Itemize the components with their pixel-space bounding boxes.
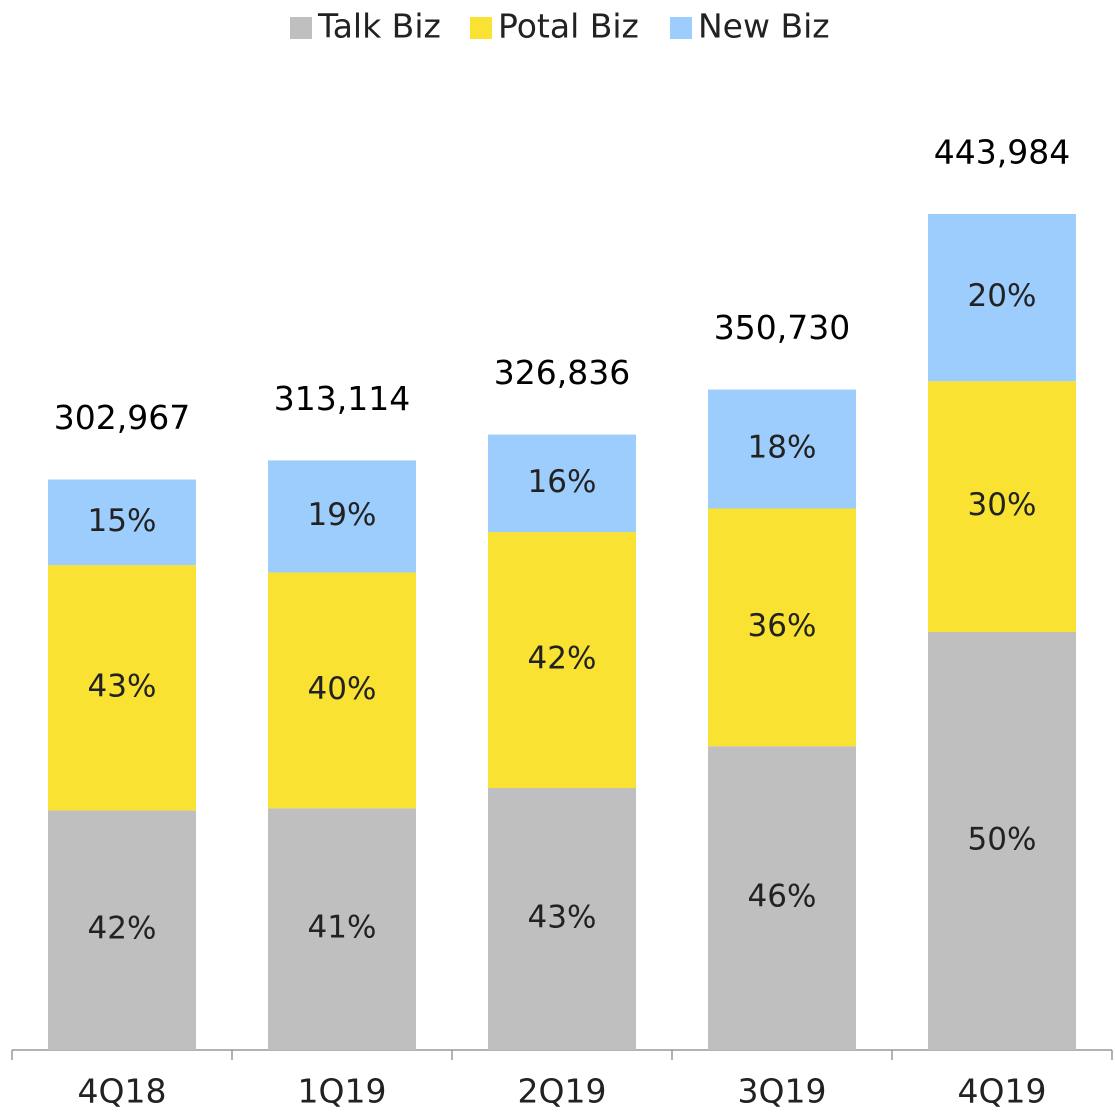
segment-label: 36% [748,608,817,644]
segment-label: 42% [528,641,597,677]
segment-label: 16% [528,464,597,500]
legend-label: Potal Biz [498,7,639,46]
x-tick-label: 1Q19 [298,1072,387,1111]
total-label: 326,836 [494,353,630,392]
total-label: 302,967 [54,398,190,437]
bar-segment [708,389,856,509]
total-label: 350,730 [714,308,850,347]
bar-segment [488,787,636,1050]
segment-label: 50% [968,822,1037,858]
bar-segment [928,632,1076,1050]
bar-segment [48,479,196,566]
bar-segment [708,746,856,1050]
segment-label: 41% [308,910,377,946]
legend-swatch [670,17,692,39]
x-tick-label: 4Q19 [958,1072,1047,1111]
bar-segment [928,381,1076,632]
segment-label: 43% [88,668,157,704]
segment-label: 43% [528,899,597,935]
segment-label: 20% [968,278,1037,314]
bar-segment [928,214,1076,382]
x-tick-label: 3Q19 [738,1072,827,1111]
x-tick-label: 2Q19 [518,1072,607,1111]
legend-label: Talk Biz [317,7,441,46]
segment-label: 46% [748,879,817,915]
bar-segment [48,565,196,811]
segment-label: 42% [88,911,157,947]
segment-label: 15% [88,503,157,539]
segment-label: 40% [308,671,377,707]
bar-segment [268,808,416,1050]
legend-swatch [290,17,312,39]
bar-segment [708,508,856,747]
legend-swatch [470,17,492,39]
total-label: 313,114 [274,379,410,418]
x-tick-label: 4Q18 [78,1072,167,1111]
segment-label: 30% [968,487,1037,523]
bar-segment [48,810,196,1050]
bar-segment [488,434,636,533]
total-label: 443,984 [934,133,1070,172]
segment-label: 19% [308,497,377,533]
bar-segment [488,532,636,788]
bar-segment [268,460,416,573]
segment-label: 18% [748,430,817,466]
legend-label: New Biz [698,7,830,46]
bar-segment [268,572,416,809]
